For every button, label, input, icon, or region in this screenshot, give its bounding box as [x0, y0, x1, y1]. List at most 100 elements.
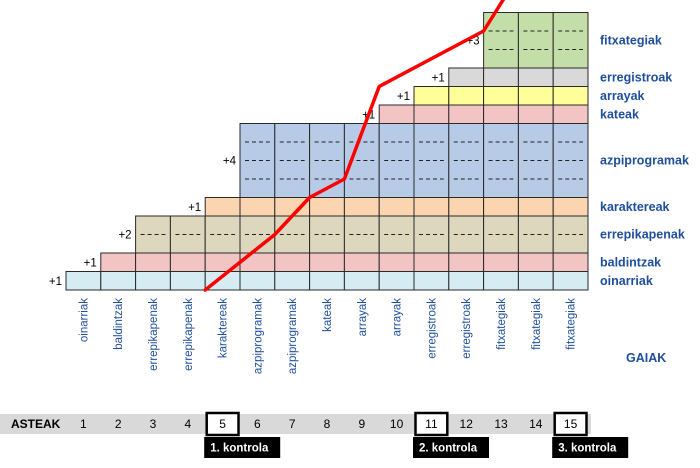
cell-baldintzak [239, 252, 276, 272]
cell-oinarriak [483, 271, 519, 291]
cell-baldintzak [552, 252, 589, 272]
progress-path [203, 0, 506, 292]
cell-baldintzak [413, 252, 450, 272]
control-labels: 1. kontrola 2. kontrola 3. kontrola [204, 437, 629, 458]
column-label: kateak [322, 298, 334, 332]
cell-baldintzak [448, 252, 485, 272]
week-number: 5 [219, 417, 226, 431]
cell-karaktereak [517, 197, 554, 217]
cell-karaktereak [413, 197, 450, 217]
column-labels: oinarriak baldintzak errepikapenak errepika… [78, 298, 577, 374]
cell-oinarriak [65, 271, 102, 291]
column-axis-label: GAIAK [626, 351, 666, 365]
increment-label-errepikapenak: +2 [118, 230, 131, 242]
column-label: arrayak [392, 298, 404, 337]
cell-oinarriak [343, 271, 380, 291]
cell-oinarriak [169, 271, 206, 291]
cell-baldintzak [135, 252, 171, 272]
week-number: 1 [80, 417, 87, 431]
column-label: azpiprogramak [287, 298, 299, 374]
control-label: 3. kontrola [558, 443, 617, 455]
week-highlight-box [414, 411, 449, 437]
column-label: erregistroak [461, 298, 473, 359]
control-label: 1. kontrola [210, 443, 269, 455]
week-number: 9 [358, 417, 365, 431]
week-highlight-box [553, 411, 588, 437]
cell-karaktereak [483, 197, 519, 217]
column-label: erregistroak [426, 298, 438, 359]
cell-karaktereak [239, 197, 276, 217]
column-label: fitxategiak [531, 298, 543, 350]
cell-baldintzak [274, 252, 311, 272]
control-label: 2. kontrola [419, 443, 478, 455]
cell-oinarriak [552, 271, 589, 291]
cell-arrayak [448, 86, 485, 106]
week-number: 14 [529, 417, 543, 431]
week-number: 7 [289, 417, 296, 431]
cell-baldintzak [517, 252, 554, 272]
column-label: baldintzak [113, 298, 125, 350]
topic-grid [65, 12, 589, 291]
cell-arrayak [413, 86, 450, 106]
topic-label-oinarriak: oinarriak [600, 274, 653, 288]
progress-line [203, 0, 506, 292]
increment-label-baldintzak: +1 [84, 257, 97, 269]
control-label-box [413, 437, 489, 458]
cell-karaktereak [552, 197, 589, 217]
column-label: arrayak [357, 298, 369, 337]
cell-oinarriak [413, 271, 450, 291]
cell-fitxategiak [552, 12, 589, 69]
cell-baldintzak [169, 252, 206, 272]
control-label-box [552, 437, 629, 458]
week-number: 4 [184, 417, 191, 431]
cell-erregistroak [448, 67, 485, 87]
cell-karaktereak [448, 197, 485, 217]
week-number: 13 [494, 417, 508, 431]
cell-karaktereak [204, 197, 241, 217]
increment-label-azpiprogramak: +4 [223, 156, 237, 168]
week-number: 12 [460, 417, 474, 431]
cell-oinarriak [274, 271, 311, 291]
cell-arrayak [517, 86, 554, 106]
increment-label-oinarriak: +1 [49, 276, 62, 288]
cell-baldintzak [378, 252, 415, 272]
cell-karaktereak [274, 197, 311, 217]
topic-label-karaktereak: karaktereak [600, 200, 670, 214]
cell-oinarriak [448, 271, 485, 291]
cell-kateak [413, 104, 450, 124]
cell-kateak [378, 104, 415, 124]
topic-label-errepikapenak: errepikapenak [600, 228, 685, 242]
cell-karaktereak [343, 197, 380, 217]
increment-label-erregistroak: +1 [432, 72, 445, 84]
column-label: errepikapenak [183, 298, 195, 371]
week-number: 11 [425, 417, 438, 431]
column-label: oinarriak [78, 298, 90, 342]
week-number: 6 [254, 417, 261, 431]
week-number: 10 [390, 417, 404, 431]
cell-baldintzak [204, 252, 241, 272]
column-label: errepikapenak [148, 298, 160, 371]
week-number: 8 [324, 417, 331, 431]
column-label: azpiprogramak [252, 298, 264, 374]
topic-label-baldintzak: baldintzak [600, 255, 661, 269]
cell-baldintzak [100, 252, 137, 272]
cell-oinarriak [239, 271, 276, 291]
weeks-bar: ASTEAK 1 2 3 4 5 6 7 8 9 10 11 12 13 14 15 [0, 411, 591, 437]
cell-fitxategiak [517, 12, 554, 69]
topic-label-fitxategiak: fitxategiak [600, 33, 662, 47]
week-number: 15 [564, 417, 578, 431]
cell-kateak [517, 104, 554, 124]
week-number: 2 [115, 417, 122, 431]
cell-erregistroak [483, 67, 519, 87]
increment-label-arrayak: +1 [397, 91, 410, 103]
topic-label-arrayak: arrayak [600, 89, 645, 103]
cell-karaktereak [309, 197, 345, 217]
topic-label-kateak: kateak [600, 107, 639, 121]
week-number: 3 [150, 417, 157, 431]
weeks-title: ASTEAK [11, 417, 61, 431]
cell-kateak [552, 104, 589, 124]
topic-label-azpiprogramak: azpiprogramak [600, 154, 689, 168]
cell-baldintzak [483, 252, 519, 272]
cell-kateak [448, 104, 485, 124]
cell-kateak [483, 104, 519, 124]
